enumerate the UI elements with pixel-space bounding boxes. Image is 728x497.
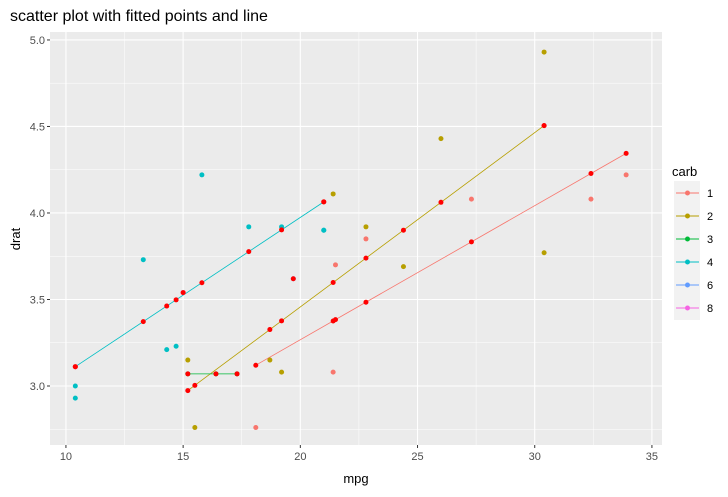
legend-key-point-8 [685, 305, 690, 311]
fitted-point-carb-1 [363, 299, 369, 305]
data-point-carb-1 [253, 425, 259, 431]
fitted-point-carb-2 [267, 327, 273, 333]
data-point-carb-2 [330, 191, 336, 197]
legend-key-point-4 [685, 259, 690, 265]
data-point-carb-2 [438, 136, 444, 142]
data-point-carb-2 [363, 224, 369, 230]
fitted-point-carb-2 [438, 199, 444, 205]
fitted-point-carb-8 [180, 290, 186, 296]
y-tick-label: 3.5 [30, 294, 45, 306]
data-point-carb-4 [199, 172, 205, 178]
legend-key-point-1 [685, 190, 690, 196]
data-point-carb-1 [363, 236, 369, 242]
fitted-point-carb-1 [332, 317, 338, 323]
fitted-point-carb-4 [199, 280, 205, 286]
fitted-point-carb-4 [72, 364, 78, 370]
data-point-carb-4 [140, 257, 146, 263]
data-point-carb-4 [72, 383, 78, 389]
data-point-carb-1 [332, 262, 338, 268]
fitted-point-carb-1 [253, 362, 259, 368]
data-point-carb-1 [330, 369, 336, 375]
legend-label-3: 3 [707, 234, 713, 246]
fitted-point-carb-3 [213, 371, 219, 377]
fitted-point-carb-2 [192, 382, 198, 388]
y-tick-label: 5.0 [30, 35, 45, 47]
x-axis-label: mpg [343, 471, 368, 486]
fitted-point-carb-4 [140, 319, 146, 325]
x-tick-label: 15 [177, 451, 189, 463]
legend-label-6: 6 [707, 280, 713, 292]
data-point-carb-1 [623, 172, 629, 178]
fitted-point-carb-2 [541, 123, 547, 129]
data-point-carb-4 [72, 395, 78, 401]
x-tick-label: 30 [529, 451, 541, 463]
data-point-carb-2 [267, 357, 273, 363]
data-point-carb-1 [468, 196, 474, 202]
legend-label-2: 2 [707, 211, 713, 223]
data-point-carb-4 [173, 343, 179, 349]
fitted-point-carb-2 [330, 279, 336, 285]
fitted-point-carb-2 [363, 255, 369, 261]
fitted-point-carb-2 [185, 388, 191, 394]
fitted-point-carb-3 [234, 371, 240, 377]
data-point-carb-1 [588, 196, 594, 202]
data-point-carb-2 [541, 250, 547, 256]
fitted-point-carb-2 [400, 227, 406, 233]
fitted-point-carb-2 [279, 318, 285, 324]
y-axis-label: drat [8, 227, 23, 250]
fitted-point-carb-6 [290, 276, 296, 282]
data-point-carb-4 [164, 347, 170, 353]
fitted-point-carb-1 [468, 239, 474, 245]
x-tick-label: 20 [294, 451, 306, 463]
plot-panel [50, 32, 662, 445]
fitted-line-carb-1 [255, 153, 627, 366]
y-tick-label: 4.0 [30, 208, 45, 220]
data-point-carb-2 [541, 49, 547, 55]
fitted-point-carb-4 [173, 297, 179, 303]
legend-title: carb [672, 164, 697, 179]
legend-label-4: 4 [707, 257, 713, 269]
data-point-carb-2 [185, 357, 191, 363]
legend-label-1: 1 [707, 188, 713, 200]
data-point-carb-2 [400, 264, 406, 270]
y-tick-label: 4.5 [30, 121, 45, 133]
data-point-carb-2 [279, 369, 285, 375]
legend-key-background [674, 181, 700, 320]
chart-title: scatter plot with fitted points and line [10, 8, 268, 25]
x-tick-label: 35 [646, 451, 658, 463]
fitted-point-carb-1 [623, 150, 629, 156]
legend-key-point-6 [685, 282, 690, 288]
y-tick-label: 3.0 [30, 381, 45, 393]
data-point-carb-4 [246, 224, 252, 230]
fitted-point-carb-4 [321, 199, 327, 205]
x-tick-label: 10 [60, 451, 72, 463]
legend-label-8: 8 [707, 303, 713, 315]
fitted-point-carb-3 [185, 371, 191, 377]
legend-key-point-3 [685, 236, 690, 242]
legend: carb 1 2 3 4 6 8 [672, 164, 713, 320]
fitted-point-carb-1 [588, 170, 594, 176]
data-point-carb-2 [192, 425, 198, 431]
fitted-point-carb-4 [279, 227, 285, 233]
fitted-point-carb-4 [246, 249, 252, 255]
x-tick-label: 25 [411, 451, 423, 463]
legend-key-point-2 [685, 213, 690, 219]
data-point-carb-4 [321, 227, 327, 233]
fitted-point-carb-4 [164, 303, 170, 309]
